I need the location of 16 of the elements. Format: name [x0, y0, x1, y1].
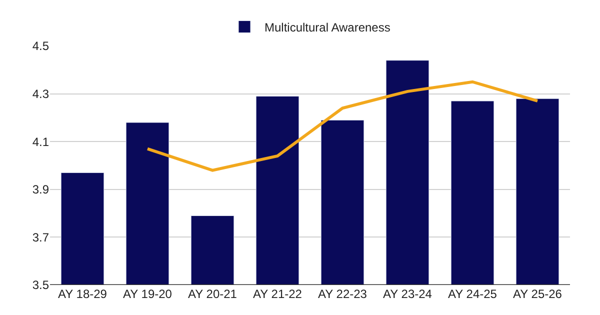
x-tick-label: AY 18-29 — [58, 287, 108, 301]
y-tick-label: 3.5 — [32, 278, 50, 292]
y-tick-label: 3.9 — [32, 182, 50, 197]
x-tick-label: AY 24-25 — [448, 287, 498, 301]
x-tick-label: AY 21-22 — [253, 287, 302, 301]
y-tick-label: 3.7 — [32, 230, 50, 244]
x-tick-label: AY 22-23 — [318, 287, 368, 301]
x-tick-label: AY 23-24 — [383, 287, 432, 301]
x-tick-label: AY 25-26 — [513, 287, 562, 301]
y-tick-label: 4.3 — [32, 87, 50, 101]
legend-label: Multicultural Awareness — [264, 20, 390, 34]
x-tick-label: AY 19-20 — [123, 287, 172, 301]
x-tick-label: AY 20-21 — [188, 287, 238, 301]
line-series — [146, 80, 539, 172]
y-tick-label: 4.5 — [32, 39, 50, 54]
y-tick-label: 4.1 — [32, 134, 50, 149]
